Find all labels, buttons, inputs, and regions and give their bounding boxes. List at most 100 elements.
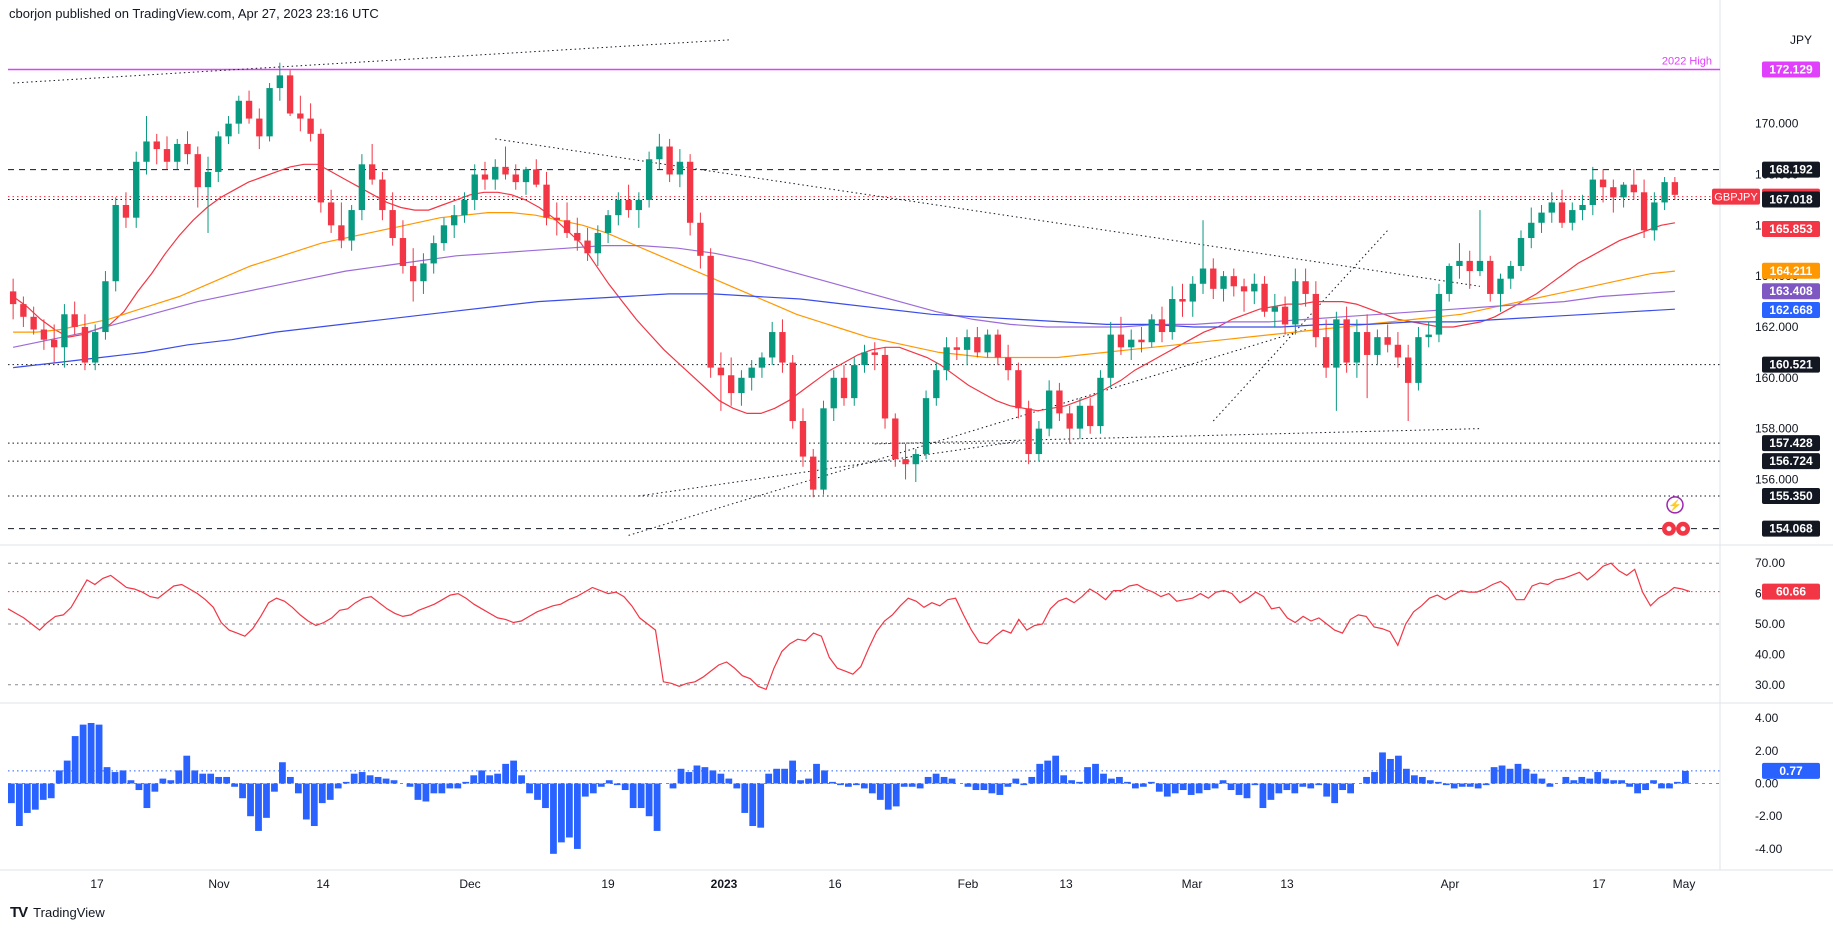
candle-body[interactable] <box>92 332 99 363</box>
candle-body[interactable] <box>1271 306 1279 312</box>
candle-body[interactable] <box>1353 332 1361 363</box>
trendline[interactable] <box>628 329 1306 536</box>
candle-body[interactable] <box>1456 260 1463 266</box>
candle-body[interactable] <box>174 143 181 162</box>
candle-body[interactable] <box>430 243 437 264</box>
candle-body[interactable] <box>584 240 591 254</box>
candle-body[interactable] <box>492 166 499 180</box>
candle-body[interactable] <box>1374 337 1381 355</box>
candle-body[interactable] <box>1497 278 1504 294</box>
candle-body[interactable] <box>1528 222 1535 239</box>
candle-body[interactable] <box>645 159 653 200</box>
candle-body[interactable] <box>1333 319 1340 368</box>
candle-body[interactable] <box>440 225 448 244</box>
candle-body[interactable] <box>1589 179 1596 205</box>
candle-body[interactable] <box>974 337 981 353</box>
candle-body[interactable] <box>1261 283 1268 312</box>
candle-body[interactable] <box>1599 179 1607 188</box>
candle-body[interactable] <box>861 352 868 366</box>
candle-body[interactable] <box>625 199 632 211</box>
candle-body[interactable] <box>379 179 386 211</box>
candle-body[interactable] <box>1394 344 1402 358</box>
candle-body[interactable] <box>297 113 304 119</box>
candle-body[interactable] <box>256 118 263 137</box>
candle-body[interactable] <box>1487 260 1494 294</box>
trendline[interactable] <box>13 39 732 84</box>
candle-body[interactable] <box>153 141 160 150</box>
candle-body[interactable] <box>389 210 396 239</box>
candle-body[interactable] <box>1312 293 1320 338</box>
candle-body[interactable] <box>112 204 119 282</box>
trendline[interactable] <box>495 138 1481 287</box>
candle-body[interactable] <box>635 199 643 211</box>
candle-body[interactable] <box>615 199 622 216</box>
candle-body[interactable] <box>1302 281 1309 294</box>
candle-body[interactable] <box>1025 408 1032 455</box>
candle-body[interactable] <box>1579 204 1586 211</box>
candle-body[interactable] <box>810 456 817 490</box>
candle-body[interactable] <box>245 100 253 119</box>
candle-body[interactable] <box>235 100 242 124</box>
candle-body[interactable] <box>686 161 694 223</box>
candle-body[interactable] <box>1384 337 1391 345</box>
candle-body[interactable] <box>799 421 807 457</box>
candle-body[interactable] <box>666 146 673 175</box>
candle-body[interactable] <box>307 118 314 134</box>
candle-body[interactable] <box>1281 306 1289 325</box>
candle-body[interactable] <box>61 314 68 348</box>
candle-body[interactable] <box>1343 319 1350 363</box>
candle-body[interactable] <box>266 88 273 137</box>
candle-body[interactable] <box>604 215 612 233</box>
candle-body[interactable] <box>1435 293 1443 335</box>
candle-body[interactable] <box>769 332 776 358</box>
candle-body[interactable] <box>50 339 58 348</box>
candle-body[interactable] <box>533 169 540 185</box>
candle-body[interactable] <box>20 304 27 317</box>
candle-body[interactable] <box>1117 334 1125 348</box>
candle-body[interactable] <box>953 347 961 350</box>
candle-body[interactable] <box>789 362 796 422</box>
candle-body[interactable] <box>215 136 222 172</box>
candle-body[interactable] <box>738 377 745 394</box>
candle-body[interactable] <box>133 161 140 218</box>
candle-body[interactable] <box>40 329 48 340</box>
candle-body[interactable] <box>984 334 991 353</box>
candle-body[interactable] <box>748 367 755 378</box>
candle-body[interactable] <box>1415 337 1422 383</box>
candle-body[interactable] <box>461 199 468 216</box>
candle-body[interactable] <box>563 220 571 233</box>
lightning-icon[interactable] <box>1666 496 1684 514</box>
candle-body[interactable] <box>163 149 171 162</box>
candle-body[interactable] <box>348 210 355 241</box>
candle-body[interactable] <box>871 352 878 355</box>
candle-body[interactable] <box>194 154 201 188</box>
candle-body[interactable] <box>994 334 1002 358</box>
candle-body[interactable] <box>451 215 458 226</box>
candle-body[interactable] <box>122 204 130 218</box>
candle-body[interactable] <box>1035 428 1043 455</box>
candle-body[interactable] <box>779 332 786 363</box>
candle-body[interactable] <box>543 184 550 218</box>
candle-body[interactable] <box>1087 405 1094 427</box>
candle-body[interactable] <box>409 265 417 282</box>
candle-body[interactable] <box>1476 260 1484 272</box>
candle-body[interactable] <box>1210 268 1217 289</box>
candle-body[interactable] <box>1538 212 1545 223</box>
candle-body[interactable] <box>81 326 89 363</box>
candle-body[interactable] <box>933 370 940 399</box>
candle-body[interactable] <box>881 354 889 419</box>
candle-body[interactable] <box>420 263 427 282</box>
candle-body[interactable] <box>676 161 684 175</box>
candle-body[interactable] <box>204 171 212 188</box>
candle-body[interactable] <box>1199 268 1207 284</box>
candle-body[interactable] <box>707 255 714 368</box>
candle-body[interactable] <box>1292 281 1299 325</box>
candle-body[interactable] <box>522 169 530 183</box>
candle-body[interactable] <box>943 347 950 371</box>
candle-body[interactable] <box>1230 276 1237 287</box>
candle-body[interactable] <box>1097 377 1104 427</box>
candle-body[interactable] <box>1661 182 1668 203</box>
candle-body[interactable] <box>727 375 735 394</box>
candle-body[interactable] <box>830 377 837 409</box>
